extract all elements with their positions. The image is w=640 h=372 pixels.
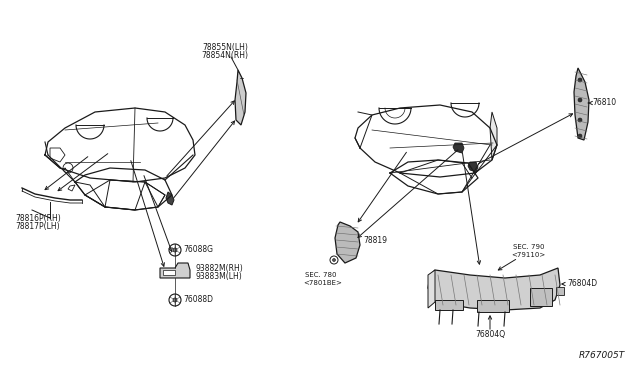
Polygon shape <box>453 143 464 153</box>
Text: R767005T: R767005T <box>579 350 625 359</box>
Polygon shape <box>160 263 190 278</box>
Text: 78817P(LH): 78817P(LH) <box>15 221 60 231</box>
Text: <7801BE>: <7801BE> <box>303 280 342 286</box>
Polygon shape <box>428 270 435 308</box>
Polygon shape <box>490 112 497 160</box>
Polygon shape <box>574 68 589 140</box>
Polygon shape <box>428 268 560 310</box>
Text: 93883M(LH): 93883M(LH) <box>195 273 242 282</box>
Bar <box>435 300 463 310</box>
Circle shape <box>333 259 335 262</box>
Text: 76810: 76810 <box>592 97 616 106</box>
Polygon shape <box>166 192 174 205</box>
Circle shape <box>578 78 582 82</box>
Circle shape <box>173 248 177 252</box>
Polygon shape <box>468 162 478 172</box>
Text: 78855N(LH): 78855N(LH) <box>202 42 248 51</box>
Bar <box>163 270 175 275</box>
Circle shape <box>173 298 177 302</box>
Bar <box>530 288 552 306</box>
Bar <box>477 300 509 312</box>
Text: 76088G: 76088G <box>183 246 213 254</box>
Circle shape <box>578 134 582 138</box>
Circle shape <box>578 98 582 102</box>
Text: 78816P(RH): 78816P(RH) <box>15 214 61 222</box>
Text: 78819: 78819 <box>363 235 387 244</box>
Text: 76088D: 76088D <box>183 295 213 305</box>
Text: 76804D: 76804D <box>567 279 597 288</box>
Text: SEC. 780: SEC. 780 <box>305 272 337 278</box>
Text: 78854N(RH): 78854N(RH) <box>202 51 248 60</box>
Text: <79110>: <79110> <box>511 252 545 258</box>
Polygon shape <box>235 70 246 125</box>
Text: 76804Q: 76804Q <box>475 330 505 340</box>
Bar <box>556 287 564 295</box>
Text: 93882M(RH): 93882M(RH) <box>195 264 243 273</box>
Circle shape <box>578 118 582 122</box>
Polygon shape <box>335 222 360 263</box>
Text: SEC. 790: SEC. 790 <box>513 244 545 250</box>
